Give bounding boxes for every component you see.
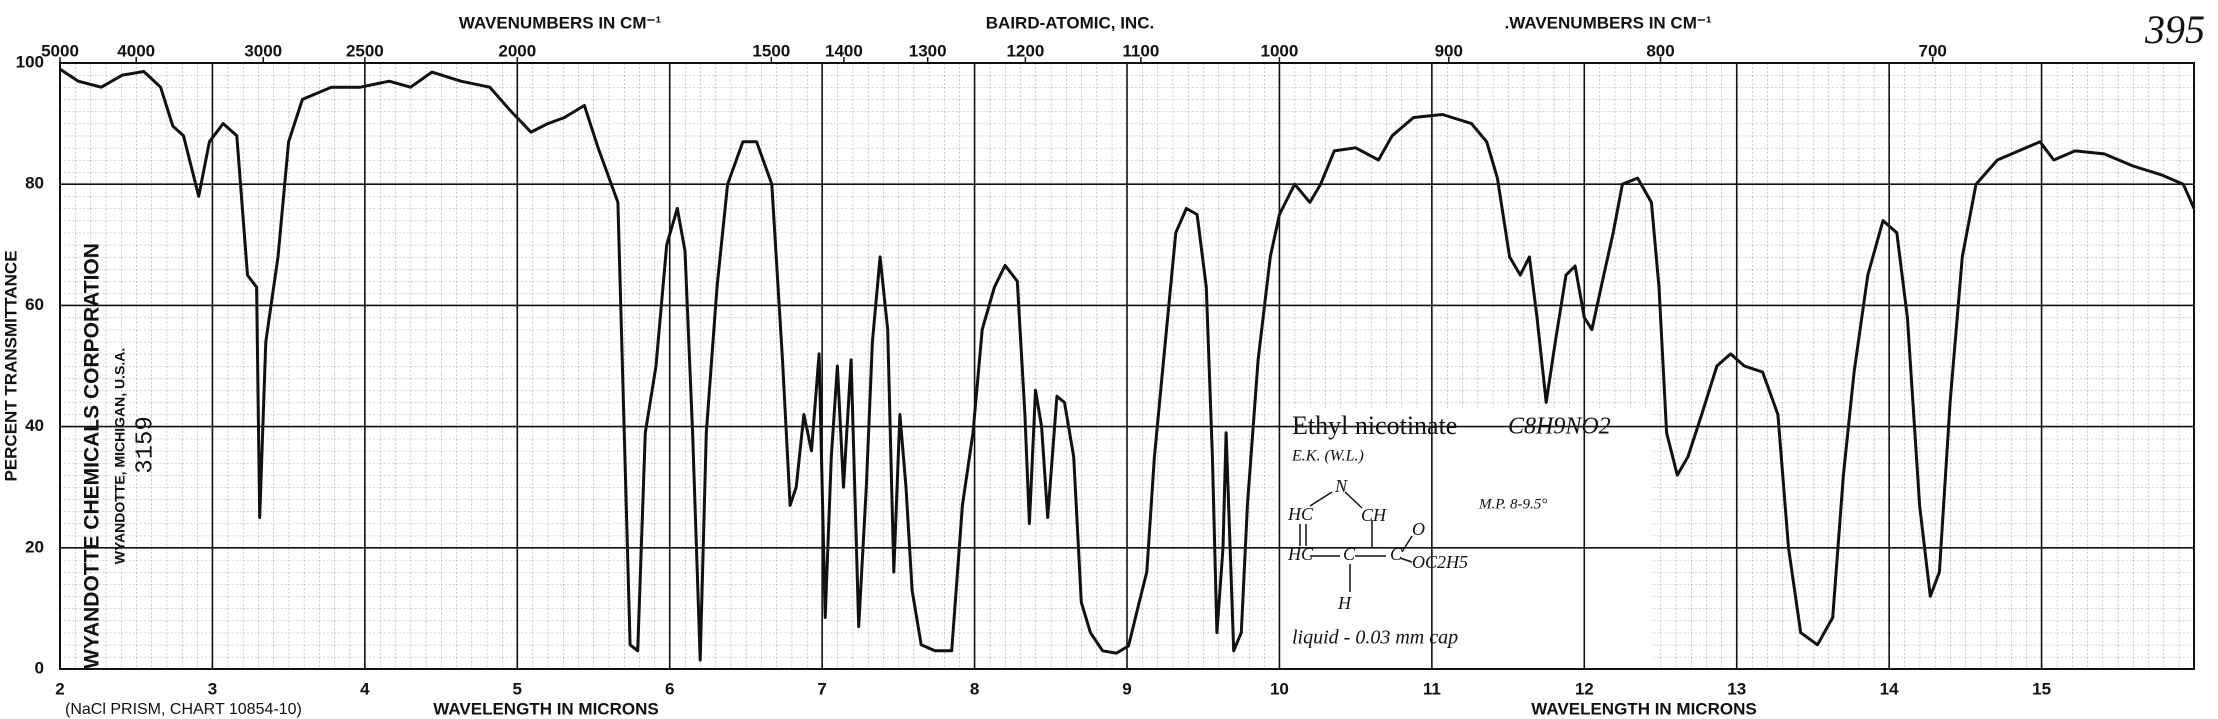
- x2-tick-label: 1100: [1122, 41, 1159, 60]
- x2-tick-label: 2000: [498, 41, 536, 60]
- y-tick-label: 0: [35, 658, 44, 677]
- x-tick-label: 8: [970, 679, 979, 698]
- melting-point: M.P. 8-9.5°: [1478, 496, 1547, 512]
- stamp-number: 3159: [132, 416, 159, 474]
- x-tick-label: 3: [208, 679, 217, 698]
- x-tick-label: 14: [1880, 679, 1899, 698]
- top-axis-title: WAVENUMBERS IN CM⁻¹: [459, 13, 662, 32]
- top-axis-title-right: .WAVENUMBERS IN CM⁻¹: [1505, 13, 1712, 32]
- x-tick-label: 10: [1270, 679, 1289, 698]
- structure-atom: CH: [1361, 505, 1387, 525]
- x-tick-label: 6: [665, 679, 674, 698]
- y-tick-label: 20: [25, 537, 44, 556]
- x-axis-title-right: WAVELENGTH IN MICRONS: [1531, 699, 1756, 718]
- spectrum-line: [59, 67, 2196, 662]
- chart-number: 395: [2144, 7, 2205, 52]
- x2-tick-label: 4000: [117, 41, 155, 60]
- stamp: WYANDOTTE CHEMICALS CORPORATION WYANDOTT…: [81, 243, 160, 669]
- stamp-company: WYANDOTTE CHEMICALS CORPORATION: [81, 243, 104, 669]
- y-tick-label: 60: [25, 295, 44, 314]
- structure-atom: N: [1334, 476, 1348, 496]
- y-tick-label: 80: [25, 174, 44, 193]
- structure-atom: C: [1390, 544, 1403, 564]
- y-tick-label: 100: [16, 52, 44, 71]
- structure-atom: HC: [1287, 504, 1314, 524]
- annotation-box: [1274, 409, 1651, 669]
- compound-annotation: Ethyl nicotinate C8H9NO2 E.K. (W.L.) M.P…: [1287, 411, 1611, 649]
- structure-atom: O: [1412, 519, 1425, 539]
- x-axis-title: WAVELENGTH IN MICRONS: [433, 699, 658, 718]
- stamp-location: WYANDOTTE, MICHIGAN, U.S.A.: [112, 348, 128, 565]
- y-axis-title: PERCENT TRANSMITTANCE: [1, 250, 20, 481]
- structure-atom: H: [1337, 593, 1352, 613]
- structure-atom: OC2H5: [1412, 552, 1468, 572]
- x-tick-label: 12: [1575, 679, 1594, 698]
- x-tick-label: 15: [2032, 679, 2051, 698]
- x-tick-label: 4: [360, 679, 370, 698]
- x2-tick-label: 3000: [244, 41, 282, 60]
- structure-atom: C: [1343, 544, 1356, 564]
- x2-tick-label: 2500: [346, 41, 384, 60]
- x-tick-label: 11: [1423, 679, 1441, 698]
- x2-tick-label: 900: [1435, 41, 1463, 60]
- structure-bonds: [1299, 491, 1413, 592]
- axes: 0 20 40 60 80 100 2 3 4 5 6 7 8 9 10 11 12 13 14 15 5000 4000…: [16, 41, 2195, 698]
- x2-tick-label: 800: [1646, 41, 1674, 60]
- structure-atom: HC: [1287, 544, 1314, 564]
- x-tick-label: 2: [55, 679, 64, 698]
- x-tick-label: 9: [1122, 679, 1131, 698]
- plot-frame: [59, 62, 2195, 670]
- prism-note: (NaCl PRISM, CHART 10854-10): [65, 701, 302, 718]
- x2-tick-label: 700: [1919, 41, 1947, 60]
- x2-tick-label: 1300: [909, 41, 947, 60]
- x2-tick-label: 1400: [825, 41, 863, 60]
- sample-note: liquid - 0.03 mm cap: [1292, 627, 1458, 649]
- x2-tick-label: 1200: [1006, 41, 1044, 60]
- x2-tick-label: 5000: [41, 41, 79, 60]
- x-tick-label: 7: [817, 679, 826, 698]
- y-tick-label: 40: [25, 416, 44, 435]
- x2-tick-label: 1500: [752, 41, 790, 60]
- x2-tick-label: 1000: [1261, 41, 1299, 60]
- publisher: BAIRD-ATOMIC, INC.: [986, 13, 1154, 32]
- compound-name: Ethyl nicotinate: [1292, 411, 1457, 440]
- compound-source: E.K. (W.L.): [1291, 448, 1364, 465]
- x-tick-label: 5: [513, 679, 522, 698]
- x-tick-label: 13: [1727, 679, 1746, 698]
